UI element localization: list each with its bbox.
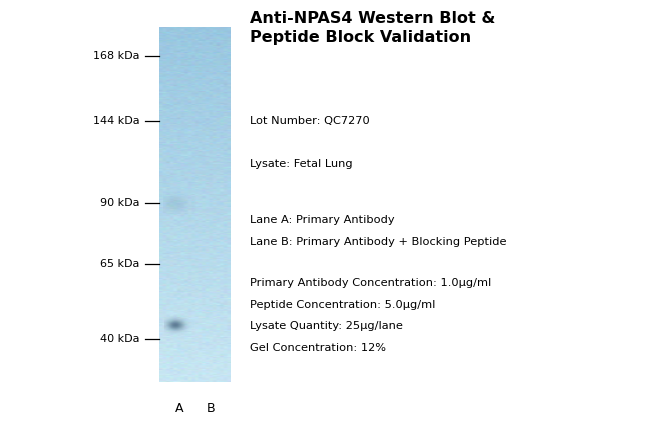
Text: Peptide Concentration: 5.0μg/ml: Peptide Concentration: 5.0μg/ml bbox=[250, 299, 436, 310]
Text: A: A bbox=[174, 402, 183, 415]
Text: 40 kDa: 40 kDa bbox=[100, 334, 140, 344]
Text: 65 kDa: 65 kDa bbox=[100, 258, 140, 269]
Text: 168 kDa: 168 kDa bbox=[93, 51, 140, 61]
Text: B: B bbox=[207, 402, 216, 415]
Text: 90 kDa: 90 kDa bbox=[100, 198, 140, 208]
Text: Gel Concentration: 12%: Gel Concentration: 12% bbox=[250, 343, 386, 353]
Text: Lot Number: QC7270: Lot Number: QC7270 bbox=[250, 116, 370, 126]
Text: Primary Antibody Concentration: 1.0μg/ml: Primary Antibody Concentration: 1.0μg/ml bbox=[250, 278, 491, 288]
Text: Lane B: Primary Antibody + Blocking Peptide: Lane B: Primary Antibody + Blocking Pept… bbox=[250, 237, 507, 247]
Text: Lysate Quantity: 25μg/lane: Lysate Quantity: 25μg/lane bbox=[250, 321, 403, 331]
Text: Lysate: Fetal Lung: Lysate: Fetal Lung bbox=[250, 159, 353, 169]
Text: Anti-NPAS4 Western Blot &
Peptide Block Validation: Anti-NPAS4 Western Blot & Peptide Block … bbox=[250, 11, 495, 45]
Text: 144 kDa: 144 kDa bbox=[93, 116, 140, 126]
Text: Lane A: Primary Antibody: Lane A: Primary Antibody bbox=[250, 215, 395, 226]
